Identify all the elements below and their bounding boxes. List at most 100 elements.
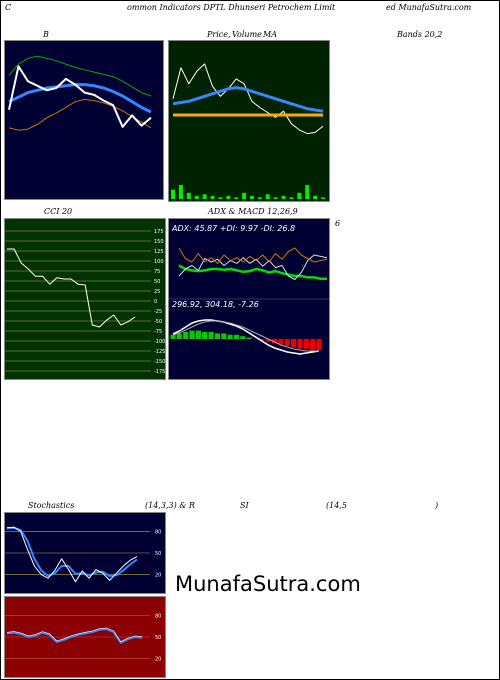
macd-histogram-bar bbox=[183, 332, 189, 339]
macd-histogram-bar bbox=[297, 339, 303, 349]
macd-histogram-bar bbox=[316, 339, 322, 351]
rsi-line bbox=[6, 628, 143, 644]
macd-histogram-bar bbox=[176, 333, 182, 339]
macd-histogram-bar bbox=[170, 334, 176, 339]
volume-bar bbox=[194, 195, 199, 199]
stochastics-tick-label: 80 bbox=[155, 529, 161, 535]
cci-tick-label: 25 bbox=[154, 289, 160, 295]
header-center: ommon Indicators DPTL Dhunseri Petrochem… bbox=[127, 3, 336, 12]
cci-tick-label: 175 bbox=[154, 229, 164, 235]
cci-background bbox=[5, 219, 165, 379]
cci-tick-label: -150 bbox=[154, 359, 165, 365]
price-volume-ma-title: MA bbox=[263, 30, 277, 39]
stochastics-panel: 80 50 20 bbox=[4, 512, 166, 594]
bollinger-panel bbox=[4, 40, 164, 200]
adx-macd-panel: ADX: 45.87 +DI: 9.97 -DI: 26.8 296.92, 30… bbox=[168, 218, 330, 380]
rsi-tick-label: 50 bbox=[155, 635, 161, 641]
volume-bar bbox=[234, 197, 239, 199]
price-volume-overlay-title: Volume bbox=[232, 30, 262, 39]
volume-bar bbox=[321, 197, 325, 199]
volume-bar bbox=[226, 195, 231, 199]
stochastics-title-b: (14,3,3) & R bbox=[145, 501, 195, 510]
far-right-number: 6 bbox=[335, 219, 341, 228]
volume-bar bbox=[242, 192, 247, 199]
cci-panel: 175 150 125 100 75 50 25 0 -25 -50 -75 -100 -125 -150… bbox=[4, 218, 166, 380]
header-right: ed MunafaSutra.com bbox=[386, 3, 472, 12]
macd-histogram-bar bbox=[202, 332, 208, 339]
rsi-overlay-line bbox=[6, 627, 143, 643]
bands-title: Bands 20,2 bbox=[397, 30, 443, 39]
bollinger-lower-line bbox=[8, 98, 152, 131]
stochastics-tick-label: 20 bbox=[155, 573, 161, 579]
stochastics-k-line bbox=[6, 526, 138, 583]
rsi-chart: 80 50 20 bbox=[5, 597, 165, 677]
stochastics-tick-label: 50 bbox=[155, 551, 161, 557]
volume-bar bbox=[178, 185, 183, 199]
watermark: MunafaSutra.com bbox=[175, 572, 361, 596]
cci-tick-label: 100 bbox=[154, 259, 164, 265]
adx-values-text: ADX: 45.87 +DI: 9.97 -DI: 26.8 bbox=[171, 224, 295, 233]
macd-histogram-bar bbox=[303, 339, 309, 349]
price-volume-chart bbox=[169, 41, 329, 201]
cci-tick-label: -100 bbox=[154, 339, 165, 345]
macd-histogram-bar bbox=[278, 339, 284, 345]
rsi-tick-label: 80 bbox=[155, 613, 161, 619]
macd-histogram-bar bbox=[291, 339, 297, 348]
volume-bar bbox=[313, 195, 318, 199]
bollinger-middle-line bbox=[8, 83, 152, 114]
rsi-title-c: ) bbox=[435, 501, 439, 510]
price-volume-title: Price, bbox=[207, 30, 231, 39]
cci-tick-label: 125 bbox=[154, 249, 164, 255]
cci-tick-label: 75 bbox=[154, 269, 160, 275]
macd-histogram-bar bbox=[259, 339, 265, 341]
price-volume-price-line bbox=[172, 63, 324, 135]
macd-signal-line bbox=[172, 320, 319, 352]
macd-values-text: 296.92, 304.18, -7.26 bbox=[172, 300, 259, 309]
macd-histogram-bar bbox=[189, 330, 195, 339]
price-volume-background bbox=[169, 41, 329, 201]
macd-histogram-bar bbox=[195, 330, 201, 339]
volume-bar bbox=[265, 194, 270, 199]
volume-bar bbox=[273, 197, 278, 199]
macd-histogram-bar bbox=[221, 333, 227, 339]
stochastics-chart: 80 50 20 bbox=[5, 513, 165, 593]
bollinger-upper-line bbox=[8, 55, 152, 97]
cci-title: CCI 20 bbox=[44, 207, 73, 216]
price-volume-ma_blue-line bbox=[172, 86, 324, 113]
bollinger-chart bbox=[5, 41, 163, 199]
bollinger-background bbox=[5, 41, 163, 199]
volume-bar bbox=[281, 195, 286, 199]
bollinger-title: B bbox=[43, 30, 49, 39]
cci-tick-label: 50 bbox=[154, 279, 160, 285]
cci-tick-label: -50 bbox=[154, 319, 162, 325]
rsi-panel: 80 50 20 bbox=[4, 596, 166, 678]
macd-line bbox=[172, 319, 320, 355]
rsi-tick-label: 20 bbox=[155, 657, 161, 663]
volume-bar bbox=[249, 195, 254, 199]
cci-chart: 175 150 125 100 75 50 25 0 -25 -50 -75 -100 -125 -150… bbox=[5, 219, 165, 379]
adx-line bbox=[178, 264, 327, 281]
stochastics-d-line bbox=[6, 526, 138, 577]
adx-macd-title: ADX & MACD 12,26,9 bbox=[208, 207, 298, 216]
macd-histogram-bar bbox=[272, 339, 278, 344]
volume-bar bbox=[218, 197, 223, 199]
cci-tick-label: -75 bbox=[154, 329, 162, 335]
volume-bar bbox=[171, 189, 175, 199]
cci-tick-label: 0 bbox=[154, 299, 157, 305]
volume-bar bbox=[297, 192, 302, 199]
header-left: C bbox=[5, 3, 12, 12]
macd-histogram-bar bbox=[265, 339, 271, 342]
stochastics-title-a: Stochastics bbox=[28, 501, 75, 510]
cci-tick-label: -175 bbox=[154, 369, 165, 375]
macd-histogram-bar bbox=[227, 334, 233, 339]
rsi-title-a: SI bbox=[240, 501, 249, 510]
price-volume-panel bbox=[168, 40, 330, 202]
volume-bar bbox=[289, 197, 294, 199]
volume-bar bbox=[305, 185, 310, 199]
cci-tick-label: 150 bbox=[154, 239, 164, 245]
macd-histogram-bar bbox=[310, 339, 316, 351]
rsi-title-b: (14,5 bbox=[326, 501, 347, 510]
macd-histogram-bar bbox=[208, 332, 214, 339]
macd-histogram-bar bbox=[246, 337, 252, 339]
volume-bar bbox=[257, 197, 262, 199]
